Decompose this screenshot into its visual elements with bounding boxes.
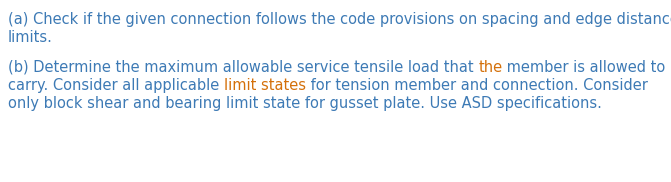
Text: limit states: limit states bbox=[224, 78, 306, 93]
Text: member is allowed to: member is allowed to bbox=[503, 60, 666, 75]
Text: (a) Check if the given connection follows the code provisions on spacing and edg: (a) Check if the given connection follow… bbox=[8, 12, 671, 27]
Text: carry. Consider all applicable: carry. Consider all applicable bbox=[8, 78, 224, 93]
Text: only block shear and bearing limit state for gusset plate. Use ASD specification: only block shear and bearing limit state… bbox=[8, 96, 602, 111]
Text: limits.: limits. bbox=[8, 30, 53, 45]
Text: for tension member and connection. Consider: for tension member and connection. Consi… bbox=[306, 78, 648, 93]
Text: (b) Determine the maximum allowable service tensile load that: (b) Determine the maximum allowable serv… bbox=[8, 60, 478, 75]
Text: the: the bbox=[478, 60, 503, 75]
